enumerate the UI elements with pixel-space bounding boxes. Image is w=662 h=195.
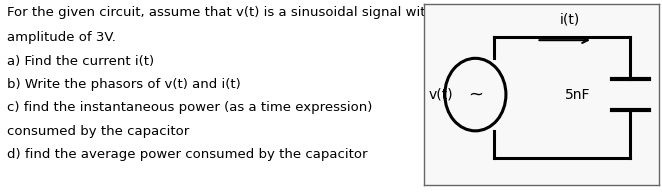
Text: v(t): v(t) [428, 88, 453, 102]
Text: ~: ~ [468, 86, 483, 104]
Text: a) Find the current i(t): a) Find the current i(t) [7, 55, 154, 68]
Text: 5nF: 5nF [565, 88, 591, 102]
Text: b) Write the phasors of v(t) and i(t): b) Write the phasors of v(t) and i(t) [7, 78, 240, 91]
Text: c) find the instantaneous power (as a time expression): c) find the instantaneous power (as a ti… [7, 101, 372, 114]
Text: amplitude of 3V.: amplitude of 3V. [7, 31, 115, 44]
Text: d) find the average power consumed by the capacitor: d) find the average power consumed by th… [7, 148, 367, 161]
Text: consumed by the capacitor: consumed by the capacitor [7, 125, 189, 138]
Text: i(t): i(t) [559, 13, 579, 27]
Text: For the given circuit, assume that v(t) is a sinusoidal signal with a frequency : For the given circuit, assume that v(t) … [7, 6, 614, 19]
